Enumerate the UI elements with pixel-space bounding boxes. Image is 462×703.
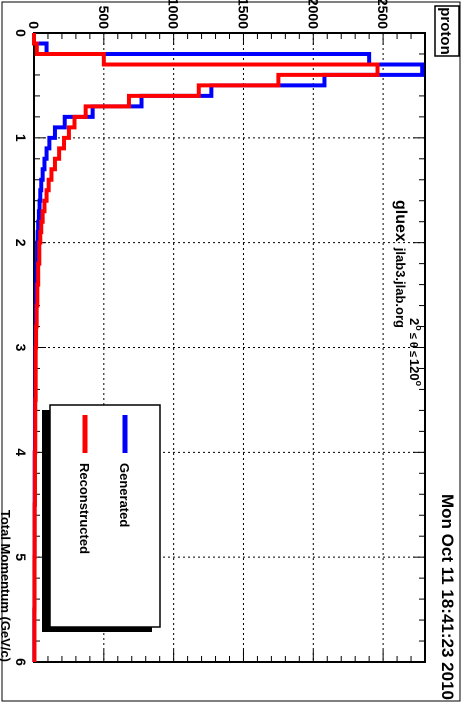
angle-hi-unit: o <box>414 381 424 387</box>
series-reconstructed <box>32 33 380 662</box>
series-layer <box>32 33 425 662</box>
y-tick-label: 1500 <box>235 0 251 29</box>
particle-label-box <box>434 5 460 57</box>
angle-relation: ≤ θ ≤ <box>407 333 419 357</box>
legend-box <box>49 404 161 628</box>
legend: Generated Reconstructed <box>42 404 161 632</box>
y-tick-label: 1000 <box>166 0 182 29</box>
y-tick-label: 0 <box>26 21 42 29</box>
x-tick-label: 1 <box>13 134 29 142</box>
angle-label: 2o≤ θ ≤120o <box>407 318 424 387</box>
x-tick-label: 3 <box>13 344 29 352</box>
angle-hi: 120 <box>407 359 422 381</box>
x-axis-label: Total Momentum (GeV/c) <box>0 510 13 662</box>
angle-lo: 2 <box>407 318 422 325</box>
y-tick-label: 2500 <box>375 0 391 29</box>
particle-label: proton <box>437 7 454 54</box>
date-stamp: Mon Oct 11 18:41:23 2010 <box>438 494 457 700</box>
y-tick-label: 500 <box>96 6 112 30</box>
host-line-main: gluex <box>392 200 409 242</box>
x-tick-label: 5 <box>13 553 29 561</box>
x-tick-label: 0 <box>13 29 29 37</box>
axes <box>33 32 426 663</box>
x-tick-label: 2 <box>13 239 29 247</box>
x-tick-label: 4 <box>13 448 29 456</box>
y-tick-label: 2000 <box>305 0 321 29</box>
angle-lo-unit: o <box>414 325 424 331</box>
host-line: gluex jlab3.jlab.org <box>392 200 409 328</box>
legend-label-reconstructed: Reconstructed <box>77 463 92 554</box>
legend-label-generated: Generated <box>117 463 132 527</box>
x-tick-label: 6 <box>13 658 29 666</box>
host-line-host: jlab3.jlab.org <box>393 247 408 328</box>
